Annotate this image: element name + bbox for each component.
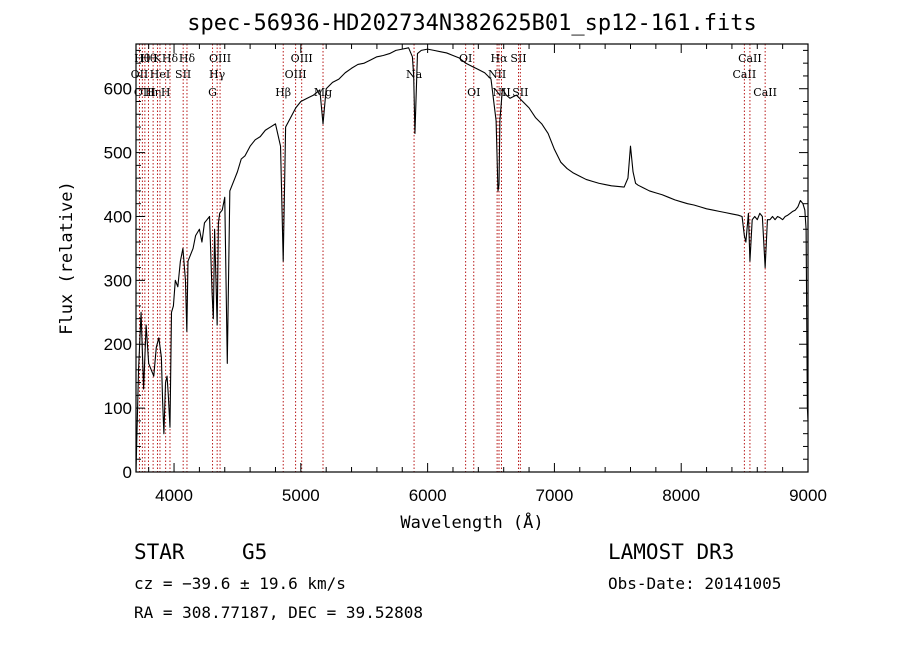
y-tick-label: 200 [104, 335, 132, 354]
spectral-line-label: Hη [145, 86, 161, 99]
spectral-line-label: CaII [733, 68, 757, 81]
spectral-line-label: OI [467, 86, 480, 99]
y-tick-label: 300 [104, 271, 132, 290]
spectral-line-label: OIII [134, 86, 156, 99]
spectral-line-label: Hα [490, 52, 508, 65]
spectral-line-label: NII [492, 86, 510, 99]
spectral-line-label: Hγ [209, 68, 226, 81]
x-tick-label: 8000 [662, 486, 700, 505]
x-tick-label: 7000 [536, 486, 574, 505]
spectral-line-label: K [153, 52, 162, 65]
x-axis: 4000 5000 6000 7000 8000 9000 [148, 44, 827, 505]
x-tick-label: 5000 [282, 486, 320, 505]
redshift-cz: cz = −39.6 ± 19.6 km/s [134, 574, 346, 593]
spectral-line-label: Na [406, 68, 423, 81]
spectral-line-label: Hθ [134, 52, 151, 65]
spectral-line-label: OI [459, 52, 472, 65]
spectral-line-label: OIII [291, 52, 313, 65]
y-tick-label: 0 [123, 463, 132, 482]
spectral-line-label: SII [512, 86, 528, 99]
spectral-line-label: Hδ [179, 52, 196, 65]
spectral-line-label: CaII [738, 52, 762, 65]
x-axis-label: Wavelength (Å) [400, 511, 543, 533]
spectral-line-label: H [161, 86, 171, 99]
spectral-line-label: OIII [209, 52, 231, 65]
spectral-line-label: Hδ [162, 52, 179, 65]
spectral-line-label: OIII [285, 68, 307, 81]
spectrum-line [135, 47, 809, 473]
object-class: STAR [134, 540, 185, 564]
y-axis: 0 100 200 300 400 500 600 [104, 49, 808, 482]
spectral-line-markers: OIIHθOIIIHθHηKHeIHHδSIIHδGHγOIIIHβOIIIOI… [131, 44, 777, 472]
y-tick-label: 600 [104, 80, 132, 99]
observation-date: Obs-Date: 20141005 [608, 574, 782, 593]
plot-frame [135, 43, 809, 473]
survey-name: LAMOST DR3 [608, 540, 735, 564]
spectral-line-label: NII [488, 68, 506, 81]
spectral-line-label: G [208, 86, 217, 99]
x-tick-label: 9000 [789, 486, 827, 505]
y-tick-label: 500 [104, 144, 132, 163]
chart-title: spec-56936-HD202734N382625B01_sp12-161.f… [187, 11, 757, 36]
spectral-line-label: Mg [314, 86, 332, 99]
spectral-line-label: SII [510, 52, 526, 65]
y-axis-label: Flux (relative) [57, 181, 77, 335]
x-tick-label: 6000 [409, 486, 447, 505]
x-tick-label: 4000 [155, 486, 193, 505]
spectral-line-label: CaII [753, 86, 777, 99]
spectral-line-label: HeI [150, 68, 170, 81]
y-tick-label: 400 [104, 207, 132, 226]
spectral-line-label: OII [131, 68, 149, 81]
coordinates: RA = 308.77187, DEC = 39.52808 [134, 603, 423, 622]
spectral-line-label: SII [175, 68, 191, 81]
y-tick-label: 100 [104, 399, 132, 418]
spectral-line-label: Hβ [275, 86, 291, 99]
object-subclass: G5 [242, 540, 268, 564]
